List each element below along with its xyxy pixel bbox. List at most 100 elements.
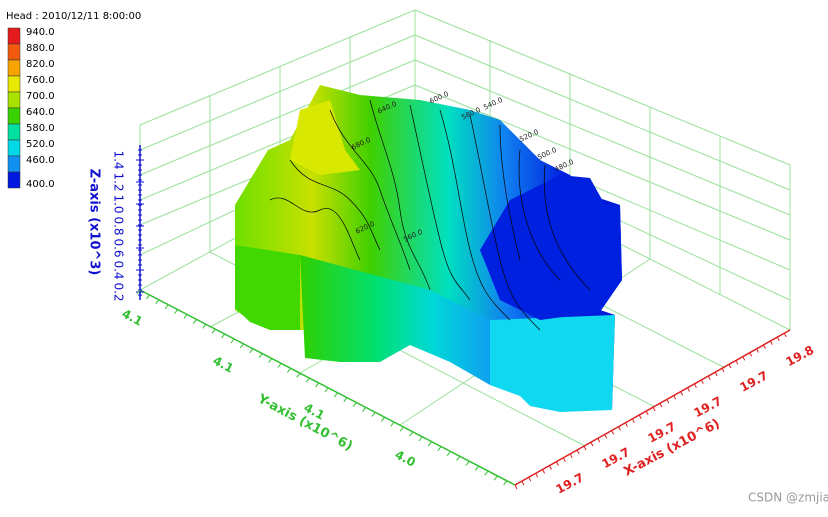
y-minor-tick — [174, 309, 179, 314]
x-minor-tick — [769, 340, 773, 345]
legend-label: 700.0 — [26, 91, 55, 102]
contour-lines — [269, 99, 591, 331]
z-tick-label: 0.6 — [112, 238, 126, 257]
y-axis-line — [139, 289, 516, 486]
y-minor-tick — [333, 392, 338, 398]
y-minor-tick — [192, 319, 197, 324]
watermark: CSDN @zmjia111 — [748, 491, 828, 505]
face-right — [490, 315, 615, 412]
y-minor-tick — [277, 363, 282, 368]
y-minor-tick — [221, 333, 226, 339]
x-minor-tick — [756, 348, 759, 353]
x-minor-tick — [555, 461, 559, 466]
x-minor-tick — [742, 356, 746, 361]
x-minor-tick — [549, 465, 552, 470]
x-minor-tick — [618, 426, 621, 431]
face-left — [235, 245, 300, 330]
y-minor-tick — [164, 304, 169, 310]
x-axis-line — [514, 329, 791, 486]
x-minor-tick — [687, 387, 690, 392]
y-minor-tick — [380, 417, 385, 422]
x-minor-tick — [749, 352, 753, 357]
z-tick-label: 1.0 — [112, 194, 126, 213]
legend-swatch — [7, 107, 21, 125]
x-minor-tick — [666, 398, 670, 404]
legend-label: 760.0 — [26, 75, 55, 86]
legend-swatch — [7, 155, 21, 173]
x-minor-tick — [631, 418, 635, 423]
y-minor-tick — [296, 372, 301, 378]
y-minor-tick — [305, 377, 310, 383]
x-minor-tick — [583, 445, 587, 451]
x-minor-tick — [604, 434, 608, 439]
legend-label: 580.0 — [26, 123, 55, 134]
x-minor-tick — [535, 473, 539, 478]
x-minor-tick — [693, 383, 697, 388]
legend-title: Head : 2010/12/11 8:00:00 — [6, 11, 141, 22]
legend-label: 940.0 — [26, 27, 55, 38]
x-minor-tick — [735, 359, 739, 365]
legend-swatch — [7, 27, 21, 45]
legend-swatch — [7, 139, 21, 157]
legend-swatch — [7, 59, 21, 77]
legend-label: 520.0 — [26, 139, 55, 150]
y-minor-tick — [446, 451, 451, 457]
legend-label: 400.0 — [26, 179, 55, 190]
y-minor-tick — [230, 338, 235, 344]
z-tick-label: 1.2 — [112, 172, 126, 191]
x-minor-tick — [638, 414, 642, 420]
x-minor-tick — [700, 379, 704, 384]
x-minor-tick — [680, 391, 684, 396]
x-minor-tick — [624, 422, 628, 427]
y-minor-tick — [418, 436, 423, 442]
y-minor-tick — [145, 294, 150, 300]
x-minor-tick — [645, 410, 649, 416]
legend-swatch — [7, 171, 21, 189]
y-minor-tick — [202, 323, 207, 329]
x-minor-tick — [514, 484, 518, 490]
y-minor-tick — [465, 461, 470, 466]
x-minor-tick — [569, 453, 573, 459]
y-minor-tick — [343, 397, 348, 403]
legend-label: 820.0 — [26, 59, 55, 70]
y-minor-tick — [456, 456, 461, 461]
y-minor-tick — [183, 314, 188, 319]
x-minor-tick — [714, 371, 718, 377]
y-minor-tick — [362, 407, 367, 412]
y-minor-tick — [268, 358, 273, 363]
y-minor-tick — [155, 299, 160, 305]
y-minor-tick — [437, 446, 442, 452]
x-minor-tick — [521, 480, 525, 486]
y-minor-tick — [352, 402, 357, 408]
low-region — [480, 175, 622, 320]
y-minor-tick — [493, 475, 498, 481]
z-axis-label: Z-axis (x10^3) — [87, 169, 102, 276]
y-minor-tick — [239, 343, 244, 349]
x-minor-tick — [576, 449, 580, 455]
y-minor-tick — [258, 353, 263, 359]
legend-swatch — [7, 123, 21, 141]
x-minor-tick — [562, 457, 566, 462]
x-minor-tick — [611, 430, 615, 435]
legend-label: 640.0 — [26, 107, 55, 118]
x-minor-tick — [652, 406, 656, 412]
x-minor-tick — [673, 395, 677, 400]
x-minor-tick — [783, 332, 787, 338]
y-minor-tick — [409, 431, 414, 437]
z-tick-label: 0.2 — [112, 282, 126, 301]
y-minor-tick — [371, 412, 376, 417]
y-minor-tick — [474, 466, 479, 471]
z-tick-label: 0.8 — [112, 216, 126, 235]
y-minor-tick — [211, 328, 216, 334]
y-minor-tick — [324, 387, 329, 393]
legend-swatch — [7, 75, 21, 93]
x-minor-tick — [528, 476, 532, 482]
x-minor-tick — [776, 336, 780, 342]
head-solid — [235, 85, 622, 412]
face-front — [300, 255, 490, 385]
y-minor-tick — [286, 368, 291, 373]
y-minor-tick — [136, 289, 141, 295]
x-minor-tick — [707, 375, 711, 381]
y-minor-tick — [399, 426, 404, 432]
